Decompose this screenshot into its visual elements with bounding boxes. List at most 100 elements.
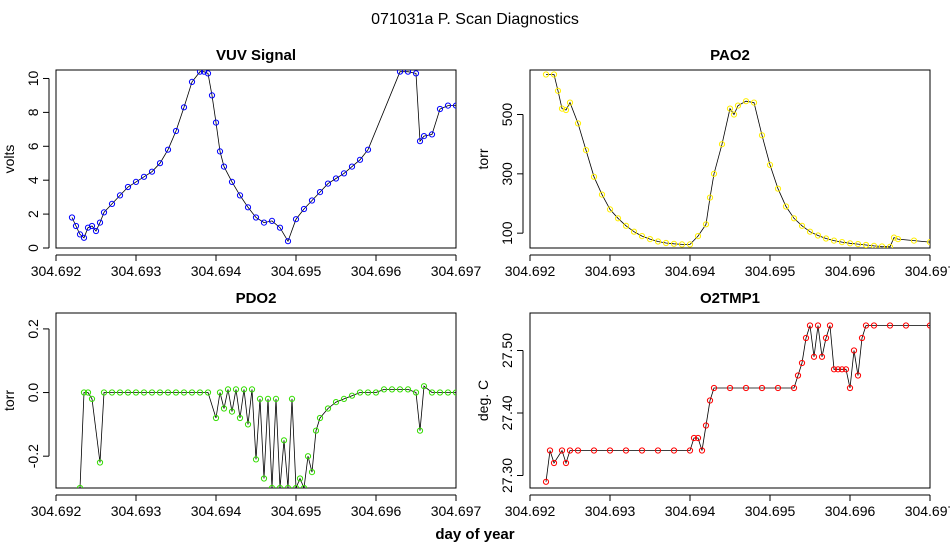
data-point-pao2 — [806, 228, 814, 235]
data-point-pdo2 — [252, 456, 260, 463]
data-point-pdo2 — [396, 386, 404, 393]
panels-container: VUV Signal 304.692 304.693 304.694 304.695 30… — [1, 47, 950, 519]
data-point-o2tmp1 — [830, 366, 838, 373]
data-point-vuv — [416, 138, 424, 145]
data-point-pdo2 — [232, 386, 240, 393]
data-point-vuv — [316, 189, 324, 196]
y-axis-label-pdo2: torr — [1, 390, 17, 411]
panel-vuv: VUV Signal 304.692 304.693 304.694 304.695 30… — [1, 47, 482, 279]
data-point-pdo2 — [100, 389, 108, 396]
y-tick-label-o2tmp1: 27.30 — [499, 458, 515, 493]
data-point-pao2 — [758, 132, 766, 139]
data-point-vuv — [148, 168, 156, 175]
data-point-pao2 — [566, 99, 574, 106]
data-point-pdo2 — [132, 389, 140, 396]
x-tick-label-vuv: 304.694 — [191, 263, 242, 279]
data-point-o2tmp1 — [698, 447, 706, 454]
y-tick-label-vuv: 10 — [25, 70, 41, 86]
data-point-pao2 — [798, 222, 806, 229]
data-point-o2tmp1 — [654, 447, 662, 454]
data-point-vuv — [164, 146, 172, 153]
data-point-pdo2 — [304, 453, 312, 460]
x-tick-label-pao2: 304.697 — [905, 263, 950, 279]
data-point-pdo2 — [452, 389, 456, 396]
data-point-pdo2 — [80, 389, 88, 396]
y-tick-label-pdo2: 0.0 — [25, 383, 41, 403]
data-point-o2tmp1 — [870, 322, 878, 329]
data-point-pao2 — [622, 222, 630, 229]
data-point-o2tmp1 — [690, 434, 698, 442]
data-point-pdo2 — [220, 405, 228, 412]
data-point-vuv — [100, 209, 108, 216]
x-tick-label-pdo2: 304.697 — [431, 503, 482, 519]
x-tick-label-pao2: 304.695 — [745, 263, 796, 279]
data-point-pao2 — [562, 106, 570, 114]
data-point-pdo2 — [312, 427, 320, 434]
data-point-o2tmp1 — [574, 447, 582, 454]
data-point-pao2 — [750, 99, 758, 106]
data-point-pao2 — [598, 191, 606, 198]
data-point-vuv — [156, 160, 164, 167]
data-point-vuv — [76, 231, 84, 238]
x-tick-label-pao2: 304.694 — [665, 263, 716, 279]
data-point-o2tmp1 — [806, 322, 814, 329]
series-line-pao2 — [546, 74, 930, 248]
data-point-pao2 — [742, 98, 750, 105]
data-point-pao2 — [558, 105, 566, 112]
data-point-o2tmp1 — [926, 322, 930, 329]
data-point-pao2 — [662, 239, 670, 247]
data-point-pao2 — [854, 241, 862, 248]
data-point-pdo2 — [300, 484, 308, 488]
shared-x-axis-label: day of year — [435, 526, 514, 543]
data-point-pao2 — [862, 241, 870, 248]
data-point-pao2 — [606, 206, 614, 213]
data-area-pao2 — [542, 71, 930, 248]
data-point-pao2 — [654, 238, 662, 245]
data-point-pdo2 — [324, 405, 332, 412]
data-point-pdo2 — [84, 389, 92, 396]
data-point-pdo2 — [272, 395, 280, 402]
data-point-pao2 — [814, 232, 822, 239]
data-point-vuv — [216, 148, 224, 155]
x-tick-label-o2tmp1: 304.695 — [745, 503, 796, 519]
panel-title-pao2: PAO2 — [710, 47, 750, 64]
x-tick-label-pdo2: 304.693 — [111, 503, 162, 519]
data-point-vuv — [92, 227, 100, 235]
data-point-pdo2 — [428, 389, 436, 396]
data-point-vuv — [208, 92, 216, 99]
data-point-vuv — [180, 104, 188, 111]
data-point-vuv — [412, 70, 420, 77]
data-point-vuv — [276, 224, 284, 231]
data-point-o2tmp1 — [562, 459, 570, 467]
data-area-vuv — [68, 70, 456, 245]
data-point-vuv — [68, 214, 76, 221]
data-point-pdo2 — [108, 389, 116, 396]
data-point-o2tmp1 — [798, 359, 806, 367]
data-point-pao2 — [734, 102, 742, 109]
y-tick-label-vuv: 0 — [25, 244, 41, 252]
data-point-o2tmp1 — [606, 447, 614, 454]
x-tick-label-o2tmp1: 304.694 — [665, 503, 716, 519]
x-tick-label-pdo2: 304.696 — [351, 503, 402, 519]
data-point-o2tmp1 — [546, 447, 554, 454]
data-point-pao2 — [582, 147, 590, 154]
x-tick-label-pao2: 304.693 — [585, 263, 636, 279]
y-tick-label-vuv: 6 — [25, 142, 41, 150]
data-point-pdo2 — [260, 475, 268, 482]
figure-title: 071031a P. Scan Diagnostics — [371, 11, 579, 28]
data-point-pao2 — [646, 236, 654, 243]
data-point-pdo2 — [412, 389, 420, 396]
data-point-pdo2 — [292, 484, 300, 488]
data-point-pdo2 — [364, 389, 372, 396]
data-point-pdo2 — [436, 389, 444, 396]
data-point-pao2 — [926, 239, 930, 246]
data-point-pdo2 — [404, 386, 412, 393]
data-point-vuv — [72, 222, 80, 230]
data-point-pao2 — [614, 215, 622, 222]
data-point-vuv — [252, 214, 260, 221]
data-point-vuv — [132, 178, 140, 185]
data-point-pdo2 — [420, 383, 428, 390]
data-point-vuv — [292, 216, 300, 223]
data-point-pao2 — [686, 241, 694, 248]
data-point-pdo2 — [276, 484, 284, 488]
